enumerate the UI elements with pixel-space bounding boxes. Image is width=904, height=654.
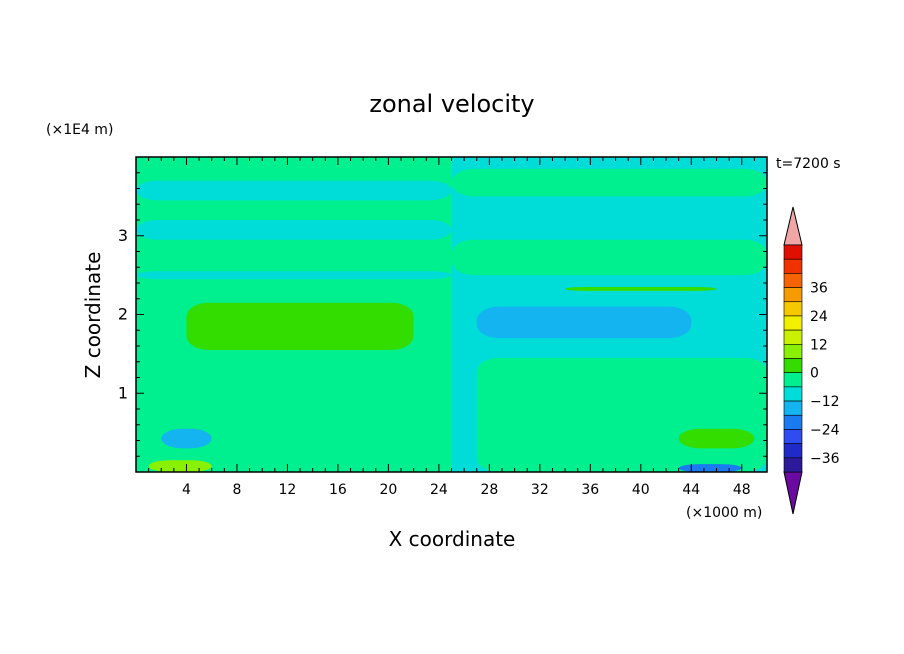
y-tick-label: 3: [118, 226, 128, 245]
colorbar-swatch: [783, 414, 803, 430]
contour-region: [161, 428, 212, 449]
y-tick-label: 2: [118, 305, 128, 324]
colorbar-swatch: [783, 273, 803, 288]
x-tick-label: 16: [329, 482, 347, 498]
x-tick-label: 36: [581, 482, 599, 498]
colorbar: 36 24 12 0 −12 −24 −36: [783, 206, 840, 515]
contour-region: [186, 302, 414, 350]
colorbar-swatch: [783, 258, 803, 274]
contour-region: [451, 168, 767, 197]
colorbar-swatch: [783, 301, 803, 317]
colorbar-swatch: [783, 429, 803, 444]
colorbar-over-arrow: [783, 206, 803, 246]
colorbar-label: 24: [810, 309, 828, 325]
colorbar-swatch: [783, 344, 803, 359]
x-unit-label: (×1000 m): [686, 505, 762, 521]
x-tick-label: 40: [632, 482, 650, 498]
time-label: t=7200 s: [776, 156, 841, 172]
y-axis-label: Z coordinate: [81, 252, 105, 379]
colorbar-swatch: [783, 386, 803, 402]
colorbar-swatch: [783, 400, 803, 416]
x-tick-label: 20: [379, 482, 397, 498]
contour-region: [136, 220, 452, 240]
colorbar-label: −12: [810, 394, 840, 410]
colorbar-swatch: [783, 443, 803, 459]
contour-region: [678, 464, 742, 472]
x-tick-label: 8: [232, 482, 241, 498]
colorbar-swatch: [783, 329, 803, 345]
y-unit-label: (×1E4 m): [46, 122, 113, 138]
x-tick-label: 4: [182, 482, 191, 498]
colorbar-under-arrow: [783, 471, 803, 515]
contour-region: [476, 357, 767, 472]
y-tick-label: 1: [118, 383, 128, 402]
colorbar-label: 0: [810, 366, 819, 382]
colorbar-swatch: [783, 372, 803, 388]
colorbar-swatch: [783, 457, 803, 473]
colorbar-label: 36: [810, 281, 828, 297]
colorbar-swatch: [783, 315, 803, 331]
x-tick-label: 24: [430, 482, 448, 498]
contour-region: [565, 286, 717, 291]
contour-region: [148, 460, 212, 472]
chart-title: zonal velocity: [369, 90, 534, 118]
colorbar-swatch: [783, 287, 803, 303]
contour-region: [476, 306, 692, 339]
x-tick-label: 12: [279, 482, 297, 498]
x-tick-label: 32: [531, 482, 549, 498]
contour-region: [678, 428, 755, 449]
colorbar-swatch: [783, 244, 803, 260]
contour-field: [136, 157, 767, 472]
x-tick-label: 48: [733, 482, 751, 498]
colorbar-swatch: [783, 358, 803, 373]
colorbar-label: 12: [810, 337, 828, 353]
x-tick-label: 28: [480, 482, 498, 498]
x-axis-label: X coordinate: [389, 527, 516, 551]
x-tick-label: 44: [682, 482, 700, 498]
colorbar-label: −24: [810, 422, 840, 438]
contour-region: [451, 239, 767, 276]
colorbar-label: −36: [810, 451, 840, 467]
contour-region: [136, 271, 452, 280]
contour-region: [136, 180, 452, 201]
